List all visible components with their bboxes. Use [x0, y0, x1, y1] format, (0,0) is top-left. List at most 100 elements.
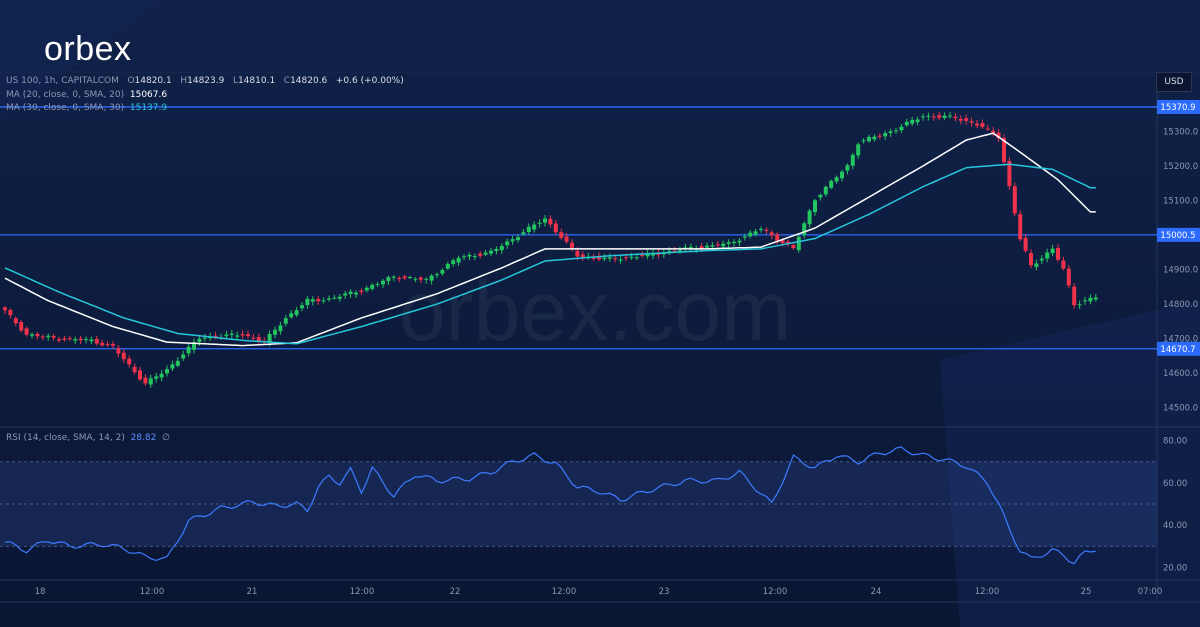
candle-body	[435, 274, 439, 276]
time-tick-label: 21	[247, 587, 258, 597]
candle-body	[483, 252, 488, 255]
candle-body	[8, 310, 13, 316]
ma30-legend[interactable]: MA (30, close, 0, SMA, 30) 15137.9	[6, 103, 167, 113]
candle-body	[1034, 263, 1039, 267]
symbol-name[interactable]: US 100, 1h, CAPITALCOM	[6, 76, 119, 86]
candle-body	[742, 236, 747, 238]
candle-body	[13, 318, 18, 324]
low-value: 14810.1	[237, 76, 276, 86]
high-label: H	[180, 76, 188, 86]
candle-body	[975, 123, 979, 126]
time-tick-label: 12:00	[140, 587, 165, 597]
candle-body	[856, 144, 861, 156]
candle-body	[872, 136, 877, 140]
candle-body	[197, 338, 202, 343]
candle-body	[964, 118, 969, 121]
candle-body	[1002, 137, 1006, 163]
candle-body	[1088, 297, 1093, 302]
candle-body	[251, 337, 256, 339]
candle-body	[807, 210, 812, 225]
candle-body	[472, 256, 477, 258]
price-tick-label: 14600.0	[1163, 369, 1198, 379]
candle-body	[780, 240, 785, 244]
candle-body	[969, 121, 974, 123]
rsi-legend[interactable]: RSI (14, close, SMA, 14, 2) 28.82 ∅	[6, 433, 170, 443]
candle-body	[1045, 252, 1050, 259]
candle-body	[710, 245, 715, 247]
candle-body	[980, 123, 985, 128]
candle-body	[645, 252, 650, 257]
candle-body	[678, 250, 682, 252]
candle-body	[499, 245, 504, 251]
ma20-line	[4, 132, 1096, 347]
candle-body	[829, 180, 834, 188]
candle-body	[165, 369, 169, 374]
candles	[3, 111, 1098, 388]
candle-body	[726, 242, 731, 244]
candle-body	[737, 240, 742, 243]
candle-body	[78, 338, 83, 341]
candle-body	[224, 334, 229, 337]
rsi-axis[interactable]: 80.00 60.00 40.00 20.00	[1163, 437, 1187, 574]
time-tick-label: 24	[871, 587, 882, 597]
candle-body	[40, 336, 45, 338]
candle-body	[1061, 260, 1066, 269]
level-tag-bg	[1157, 341, 1200, 356]
candle-body	[116, 348, 121, 354]
price-axis[interactable]: 15300.0 15200.0 15100.0 14900.0 14800.0 14700…	[1163, 127, 1198, 413]
candle-body	[715, 244, 720, 246]
level-tag-label: 14670.7	[1160, 345, 1195, 355]
candle-body	[132, 366, 137, 373]
candle-body	[958, 118, 963, 121]
high-value: 14823.9	[187, 76, 225, 86]
candle-body	[370, 285, 375, 289]
candle-body	[321, 300, 326, 302]
candle-body	[629, 256, 634, 258]
candle-body	[170, 364, 175, 369]
time-tick-label: 22	[450, 587, 461, 597]
candle-body	[1012, 186, 1017, 214]
candle-body	[526, 226, 531, 233]
candle-body	[991, 130, 996, 134]
ma30-line	[4, 163, 1096, 345]
level-price-tags: 15370.9 15000.5 14670.7	[1157, 99, 1200, 356]
candle-body	[289, 313, 294, 318]
candle-body	[364, 287, 369, 291]
candle-body	[861, 140, 866, 142]
candle-body	[559, 232, 564, 239]
time-axis[interactable]: 18 12:00 21 12:00 22 12:00 23 12:00 24 12:00 25 07:…	[35, 587, 1163, 597]
candle-body	[888, 131, 893, 133]
candle-body	[440, 270, 445, 274]
candle-body	[505, 241, 510, 246]
price-tick-label: 15100.0	[1163, 197, 1198, 207]
rsi-tick-label: 40.00	[1163, 521, 1187, 531]
candle-body	[748, 232, 753, 237]
orbex-logo[interactable]: orbex	[44, 30, 132, 68]
candle-body	[305, 298, 310, 305]
candle-body	[721, 243, 726, 247]
candle-body	[796, 236, 801, 251]
candle-body	[1039, 258, 1044, 261]
candle-body	[408, 277, 412, 279]
level-tag-label: 15000.5	[1160, 231, 1195, 241]
ma20-legend[interactable]: MA (20, close, 0, SMA, 20) 15067.6	[6, 90, 167, 100]
candle-body	[354, 292, 358, 295]
candle-body	[883, 133, 888, 137]
candle-body	[850, 154, 855, 166]
candle-body	[651, 253, 655, 256]
candle-body	[661, 253, 666, 255]
candle-body	[931, 116, 936, 118]
candle-body	[229, 333, 234, 335]
candle-body	[543, 218, 547, 223]
candle-body	[1083, 300, 1087, 302]
candle-body	[624, 257, 628, 259]
candle-body	[24, 328, 29, 335]
candle-body	[899, 126, 904, 131]
candle-body	[683, 247, 688, 249]
currency-label[interactable]: USD	[1156, 72, 1192, 92]
rsi-levels	[0, 461, 1157, 547]
candle-body	[813, 200, 817, 213]
candle-body	[537, 222, 542, 224]
candle-body	[175, 360, 180, 366]
